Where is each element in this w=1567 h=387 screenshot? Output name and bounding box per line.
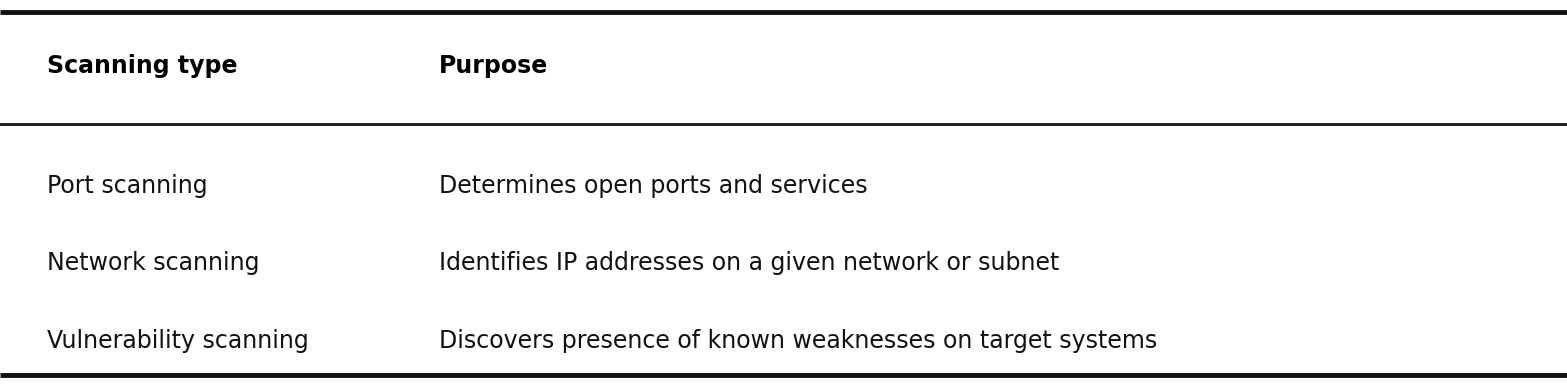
Text: Discovers presence of known weaknesses on target systems: Discovers presence of known weaknesses o… [439, 329, 1156, 353]
Text: Purpose: Purpose [439, 54, 548, 78]
Text: Vulnerability scanning: Vulnerability scanning [47, 329, 309, 353]
Text: Port scanning: Port scanning [47, 174, 208, 198]
Text: Network scanning: Network scanning [47, 251, 260, 275]
Text: Determines open ports and services: Determines open ports and services [439, 174, 868, 198]
Text: Scanning type: Scanning type [47, 54, 238, 78]
Text: Identifies IP addresses on a given network or subnet: Identifies IP addresses on a given netwo… [439, 251, 1059, 275]
